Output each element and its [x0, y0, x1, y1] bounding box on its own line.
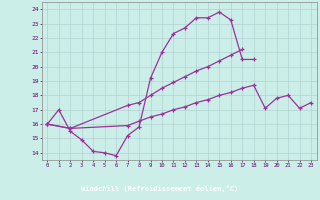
Text: Windchill (Refroidissement éolien,°C): Windchill (Refroidissement éolien,°C)	[81, 184, 239, 192]
